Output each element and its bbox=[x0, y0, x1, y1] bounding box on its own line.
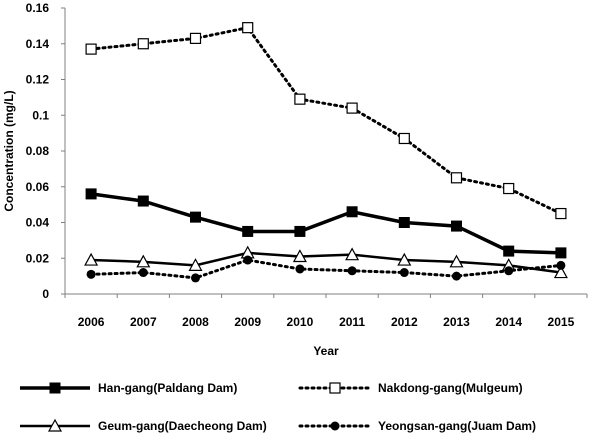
data-point bbox=[137, 38, 149, 50]
x-tick-label: 2015 bbox=[548, 315, 575, 329]
x-axis-title: Year bbox=[313, 344, 339, 358]
data-point bbox=[191, 273, 200, 283]
legend: Han-gang(Paldang Dam) Nakdong-gang(Mulgeu… bbox=[20, 381, 536, 433]
series-0 bbox=[85, 188, 567, 259]
legend-item: Yeongsan-gang(Juam Dam) bbox=[298, 419, 536, 433]
legend-label: Yeongsan-gang(Juam Dam) bbox=[378, 419, 536, 433]
data-point bbox=[242, 225, 254, 237]
data-point bbox=[451, 220, 462, 232]
data-point bbox=[398, 132, 410, 145]
legend-label: Geum-gang(Daecheong Dam) bbox=[98, 419, 267, 433]
x-tick-label: 2011 bbox=[339, 315, 365, 329]
data-point bbox=[86, 269, 96, 279]
y-tick-label: 0.1 bbox=[32, 108, 49, 122]
data-point bbox=[137, 195, 149, 207]
data-point bbox=[346, 102, 358, 114]
series-1 bbox=[85, 22, 567, 220]
data-point bbox=[555, 207, 567, 220]
data-point bbox=[556, 260, 566, 270]
data-point bbox=[190, 211, 201, 223]
data-point bbox=[136, 254, 151, 268]
legend-item: Nakdong-gang(Mulgeum) bbox=[298, 381, 523, 395]
data-point bbox=[399, 268, 409, 278]
data-point bbox=[450, 172, 463, 184]
series-line bbox=[91, 251, 562, 274]
data-point bbox=[138, 268, 148, 278]
data-point bbox=[84, 252, 99, 266]
legend-marker bbox=[49, 382, 61, 394]
legend-item: Geum-gang(Daecheong Dam) bbox=[20, 418, 267, 433]
data-point bbox=[398, 217, 410, 228]
series-3 bbox=[86, 255, 566, 283]
y-tick-label: 0.14 bbox=[26, 37, 50, 51]
y-tick-label: 0.02 bbox=[26, 251, 50, 265]
data-point bbox=[189, 32, 202, 44]
legend-label: Han-gang(Paldang Dam) bbox=[98, 381, 237, 395]
data-point bbox=[85, 43, 97, 55]
y-tick-label: 0.08 bbox=[26, 144, 50, 158]
data-point bbox=[452, 271, 461, 281]
axes: 0 0.02 0.04 0.06 0.08 0.1 0.12 0.14 0.16 2006 2007… bbox=[2, 1, 588, 358]
series-lines bbox=[84, 22, 568, 283]
legend-item: Han-gang(Paldang Dam) bbox=[20, 381, 237, 395]
y-tick-label: 0.06 bbox=[26, 180, 50, 194]
series-2 bbox=[84, 245, 568, 279]
y-axis-title: Concentration (mg/L) bbox=[2, 90, 16, 211]
data-point bbox=[555, 247, 567, 259]
data-point bbox=[242, 22, 254, 34]
x-tick-label: 2007 bbox=[130, 315, 157, 329]
data-point bbox=[294, 93, 306, 105]
y-tick-label: 0.12 bbox=[26, 73, 50, 87]
x-tick-label: 2008 bbox=[182, 315, 209, 329]
legend-marker bbox=[47, 418, 63, 432]
y-tick-label: 0.16 bbox=[26, 1, 50, 15]
data-point bbox=[345, 247, 360, 261]
x-tick-label: 2012 bbox=[391, 315, 418, 329]
x-tick-label: 2014 bbox=[495, 315, 522, 329]
data-point bbox=[503, 245, 515, 257]
series-line bbox=[89, 258, 563, 280]
data-point bbox=[553, 265, 568, 279]
data-point bbox=[294, 225, 306, 237]
x-tick-label: 2006 bbox=[78, 315, 105, 329]
data-point bbox=[188, 258, 203, 271]
legend-label: Nakdong-gang(Mulgeum) bbox=[378, 381, 523, 395]
data-point bbox=[503, 182, 515, 195]
data-point bbox=[292, 249, 307, 263]
series-line bbox=[90, 192, 561, 255]
x-tick-label: 2010 bbox=[287, 315, 314, 329]
y-tick-label: 0.04 bbox=[26, 216, 50, 230]
data-point bbox=[295, 264, 305, 274]
legend-marker bbox=[330, 421, 340, 431]
data-point bbox=[85, 188, 97, 200]
data-point bbox=[346, 206, 358, 218]
x-tick-label: 2013 bbox=[443, 315, 470, 329]
legend-marker bbox=[329, 382, 341, 394]
data-point bbox=[347, 266, 357, 276]
x-tick-label: 2009 bbox=[234, 315, 261, 329]
data-point bbox=[243, 255, 253, 265]
data-point bbox=[449, 254, 464, 268]
data-point bbox=[504, 266, 514, 276]
series-line bbox=[89, 25, 563, 216]
data-point bbox=[397, 252, 412, 266]
y-tick-label: 0 bbox=[42, 287, 49, 301]
